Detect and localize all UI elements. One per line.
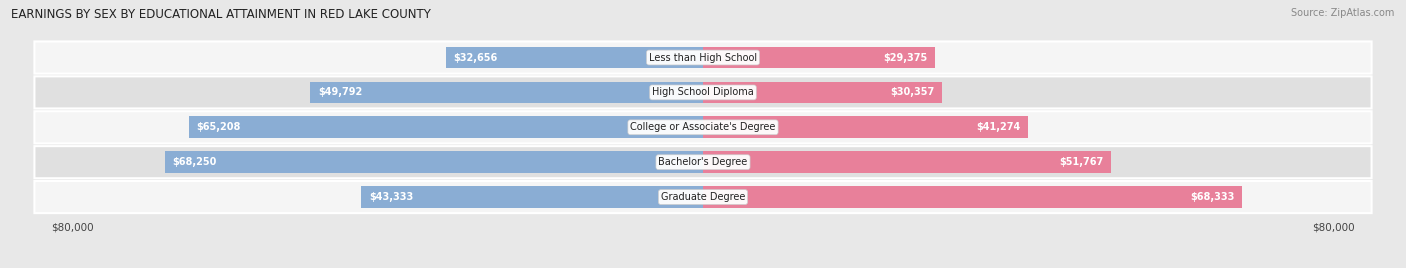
FancyBboxPatch shape bbox=[34, 42, 1372, 74]
Bar bbox=[165, 151, 703, 173]
Text: $32,656: $32,656 bbox=[453, 53, 498, 62]
Bar bbox=[703, 151, 1111, 173]
Bar bbox=[361, 186, 703, 208]
Text: College or Associate's Degree: College or Associate's Degree bbox=[630, 122, 776, 132]
Text: $68,250: $68,250 bbox=[173, 157, 217, 167]
Text: High School Diploma: High School Diploma bbox=[652, 87, 754, 97]
Bar bbox=[703, 47, 935, 68]
Text: $49,792: $49,792 bbox=[318, 87, 363, 97]
FancyBboxPatch shape bbox=[34, 146, 1372, 178]
Bar bbox=[703, 186, 1241, 208]
Text: $65,208: $65,208 bbox=[197, 122, 240, 132]
Text: Less than High School: Less than High School bbox=[650, 53, 756, 62]
FancyBboxPatch shape bbox=[34, 76, 1372, 109]
Text: $41,274: $41,274 bbox=[977, 122, 1021, 132]
Bar bbox=[703, 81, 942, 103]
Text: $30,357: $30,357 bbox=[890, 87, 935, 97]
Bar bbox=[311, 81, 703, 103]
Text: $51,767: $51,767 bbox=[1059, 157, 1104, 167]
Text: $43,333: $43,333 bbox=[368, 192, 413, 202]
Text: $68,333: $68,333 bbox=[1189, 192, 1234, 202]
Text: $29,375: $29,375 bbox=[883, 53, 927, 62]
Text: Graduate Degree: Graduate Degree bbox=[661, 192, 745, 202]
Bar bbox=[188, 117, 703, 138]
Text: Source: ZipAtlas.com: Source: ZipAtlas.com bbox=[1291, 8, 1395, 18]
Text: Bachelor's Degree: Bachelor's Degree bbox=[658, 157, 748, 167]
Bar bbox=[446, 47, 703, 68]
Text: EARNINGS BY SEX BY EDUCATIONAL ATTAINMENT IN RED LAKE COUNTY: EARNINGS BY SEX BY EDUCATIONAL ATTAINMEN… bbox=[11, 8, 432, 21]
FancyBboxPatch shape bbox=[34, 181, 1372, 213]
Bar bbox=[703, 117, 1028, 138]
FancyBboxPatch shape bbox=[34, 111, 1372, 143]
